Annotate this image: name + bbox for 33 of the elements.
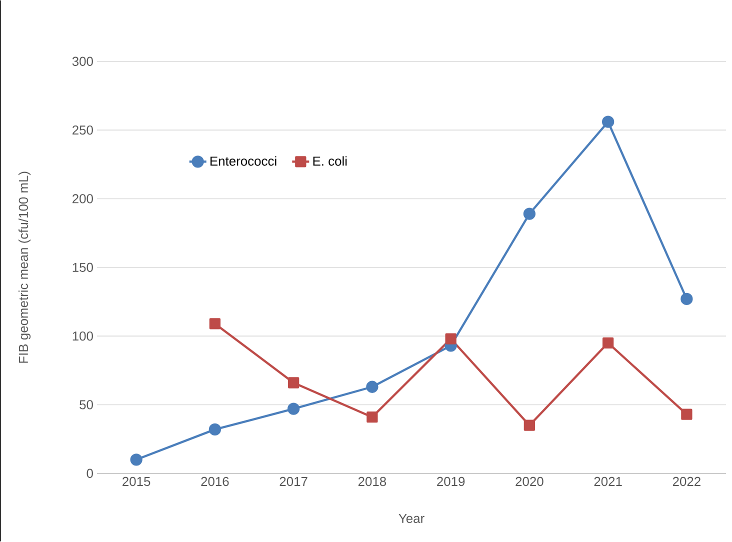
x-tick-label: 2016 <box>201 477 229 486</box>
point <box>445 333 456 344</box>
point <box>287 402 300 416</box>
x-tick-label: 2017 <box>280 477 308 486</box>
legend-label: Enterococci <box>210 156 276 166</box>
point <box>130 454 142 466</box>
point <box>681 408 692 420</box>
x-tick-label: 2018 <box>358 477 386 486</box>
point <box>208 423 222 436</box>
y-tick-label: 150 <box>72 262 93 272</box>
point <box>209 318 221 330</box>
point <box>680 292 693 306</box>
x-tick-label: 2015 <box>122 477 150 486</box>
y-axis-title: FIB geometric mean (cfu/100 mL) <box>18 172 31 363</box>
point <box>602 116 614 128</box>
y-tick-label: 50 <box>80 400 93 410</box>
legend-label: E. coli <box>313 156 347 166</box>
y-tick-label: 0 <box>86 468 93 478</box>
point <box>366 412 378 423</box>
x-tick-label: 2019 <box>437 477 465 486</box>
x-tick-label: 2022 <box>672 477 700 486</box>
x-tick-label: 2020 <box>516 477 544 486</box>
point <box>602 337 614 349</box>
point <box>524 420 536 431</box>
point <box>288 377 300 388</box>
y-tick-label: 200 <box>72 194 93 204</box>
point <box>523 208 536 220</box>
y-tick-label: 300 <box>72 56 93 66</box>
x-axis-title: Year <box>398 514 424 524</box>
point <box>366 380 378 394</box>
y-tick-label: 250 <box>72 126 93 135</box>
y-tick-label: 100 <box>72 332 93 341</box>
x-tick-label: 2021 <box>594 477 622 486</box>
